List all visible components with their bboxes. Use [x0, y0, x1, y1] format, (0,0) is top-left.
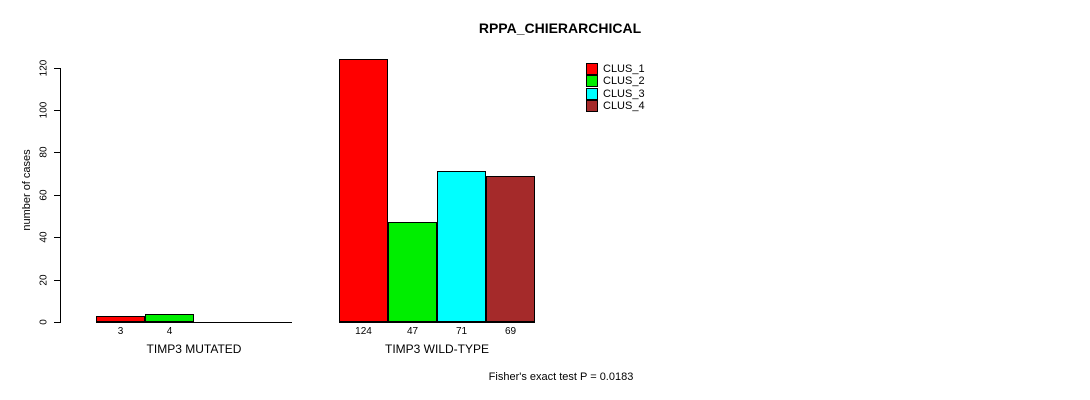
bar-value-label: 4 [166, 326, 173, 337]
legend-item: CLUS_2 [586, 75, 645, 88]
bar-clus_2 [388, 222, 437, 322]
bar-value-label: 69 [504, 326, 517, 337]
bar-clus_1 [339, 59, 388, 322]
legend-item: CLUS_3 [586, 87, 645, 100]
x-axis-baseline [339, 322, 535, 323]
y-axis-tick [54, 194, 60, 196]
y-axis-tick-label: 60 [38, 189, 50, 201]
y-axis-tick-label: 0 [38, 319, 50, 325]
legend-label: CLUS_2 [603, 75, 645, 88]
legend-swatch [586, 63, 598, 76]
legend: CLUS_1 CLUS_2 CLUS_3 CLUS_4 [586, 63, 645, 113]
legend-label: CLUS_3 [603, 87, 645, 100]
footer-annotation: Fisher's exact test P = 0.0183 [488, 371, 634, 383]
bar-clus_4 [486, 175, 535, 322]
bar-value-label: 71 [455, 326, 468, 337]
y-axis-tick [54, 152, 60, 154]
y-axis [60, 67, 61, 323]
x-axis-baseline [96, 322, 292, 323]
y-axis-tick [54, 67, 60, 69]
legend-item: CLUS_1 [586, 63, 645, 76]
y-axis-tick [54, 110, 60, 111]
bar-value-label: 47 [406, 326, 419, 337]
y-axis-label: number of cases [21, 149, 33, 231]
chart-title: RPPA_CHIERARCHICAL [478, 20, 642, 36]
y-axis-tick-label: 120 [38, 59, 50, 76]
y-axis-tick-label: 80 [38, 146, 50, 158]
legend-label: CLUS_4 [603, 100, 645, 113]
legend-swatch [586, 87, 598, 100]
y-axis-tick [54, 322, 60, 323]
legend-swatch [586, 75, 598, 88]
x-axis-group-label: TIMP3 WILD-TYPE [384, 342, 490, 356]
bar-clus_1 [96, 315, 145, 322]
y-axis-tick-label: 20 [38, 274, 50, 286]
y-axis-tick [54, 279, 60, 281]
legend-item: CLUS_4 [586, 100, 645, 113]
x-axis-group-label: TIMP3 MUTATED [146, 342, 242, 356]
y-axis-tick-label: 40 [38, 231, 50, 243]
legend-swatch [586, 100, 598, 113]
bar-value-label: 3 [117, 326, 124, 337]
bar-clus_2 [145, 313, 194, 322]
bar-clus_3 [437, 171, 486, 322]
bar-value-label: 124 [355, 326, 372, 337]
y-axis-tick [54, 237, 60, 239]
y-axis-tick-label: 100 [38, 101, 50, 119]
legend-label: CLUS_1 [603, 63, 645, 76]
